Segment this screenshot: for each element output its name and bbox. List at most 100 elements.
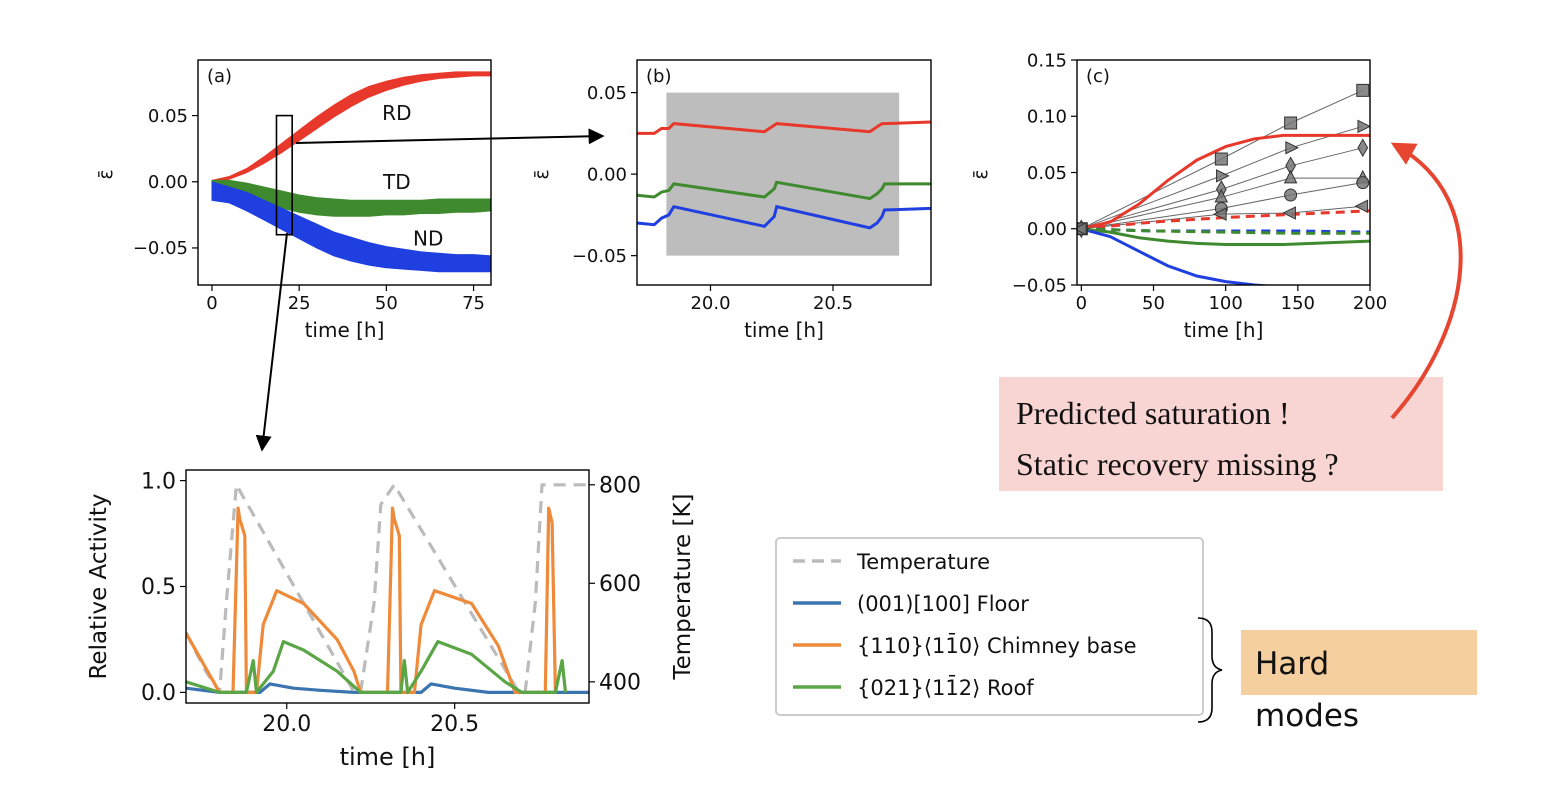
x-tick-label-c: 0 (1076, 293, 1087, 314)
experiment-marker-tri-left (1354, 199, 1369, 214)
y-tick-label-c: 0.15 (1027, 50, 1067, 71)
experiment-marker-tri-left (1077, 221, 1087, 236)
experiment-marker-circle (1284, 188, 1298, 202)
zoom-window-box (275, 114, 293, 236)
experiment-line-tri-right (1081, 125, 1363, 230)
plot-area-c (1077, 83, 1370, 285)
y-axis-label-a: ε̄ (95, 169, 117, 179)
y-tick-label-b: 0.00 (587, 164, 627, 185)
experiment-marker-square (1356, 83, 1370, 97)
experiment-marker-square (1284, 116, 1298, 130)
y2-tick-label-d: 600 (599, 572, 641, 597)
activity-line-chimney (186, 506, 557, 694)
legend-frame (775, 537, 1204, 716)
y-tick-label-d: 0.0 (141, 681, 176, 706)
saturation-note-line2: Static recovery missing ? (1016, 446, 1339, 482)
x-tick-label-b: 20.5 (813, 293, 853, 314)
plot-frame-a (197, 59, 492, 286)
hard-modes-line1: Hard (1255, 646, 1329, 682)
x-tick-label-c: 50 (1142, 293, 1165, 314)
x-tick-label-c: 200 (1353, 293, 1387, 314)
y-tick-label-c: 0.00 (1027, 219, 1067, 240)
legend-label-chimney: {110}⟨11̄0⟩ Chimney base (857, 633, 1137, 658)
activity-legend: Temperature (001)[100] Floor {110}⟨11̄0⟩ C… (775, 537, 1204, 716)
y-tick-label-b: −0.05 (572, 246, 627, 267)
panel-activity-chart: 20.0 20.5 0.0 0.5 1.0 time [h] 400 600 800 Relati… (86, 469, 696, 771)
experiment-marker-tri-right (1216, 169, 1230, 183)
x-axis-label-a: time [h] (305, 318, 385, 342)
saturation-note-box (999, 377, 1443, 491)
y2-axis-label-d: Temperature [K] (670, 493, 696, 680)
plot-frame-b (636, 59, 932, 286)
legend-label-floor: (001)[100] Floor (857, 592, 1029, 616)
x-tick-label-a: 75 (462, 293, 485, 314)
x-tick-label-d: 20.5 (430, 712, 479, 737)
experiment-marker-tri-right (1357, 119, 1370, 134)
line-nd-simulation (1080, 227, 1270, 285)
experiment-line-tri-left (1081, 205, 1363, 230)
zoom-arrow-to-b (295, 128, 605, 145)
x-axis-label-d: time [h] (340, 743, 436, 771)
y-tick-label-c: 0.10 (1027, 107, 1067, 128)
panel-b-chart: 20.0 20.5 −0.05 0.00 0.05 time [h] (b) ε̄ (531, 59, 932, 342)
experiment-marker-circle (1356, 176, 1370, 190)
activity-line-roof (186, 640, 568, 694)
line-nd-dashed (1081, 227, 1370, 234)
x-axis-label-b: time [h] (744, 318, 824, 342)
line-td-dashed (1081, 227, 1370, 235)
band-td (211, 179, 491, 217)
y-tick-label-c: −0.05 (1012, 275, 1067, 296)
hard-modes-brace (1197, 617, 1223, 723)
experiment-marker-triangle (1283, 169, 1298, 184)
experiment-line-triangle (1081, 177, 1363, 230)
panel-label-c: (c) (1086, 66, 1110, 87)
legend-label-roof: {021}⟨11̄2⟩ Roof (857, 675, 1034, 700)
experiment-marker-tri-left (1282, 206, 1296, 220)
experiment-marker-diamond (1357, 138, 1369, 158)
y-tick-label-c: 0.05 (1027, 163, 1067, 184)
shaded-region-b (666, 92, 900, 256)
activity-line-temp (186, 483, 589, 694)
activity-line-floor (186, 682, 589, 694)
x-tick-label-a: 0 (206, 293, 217, 314)
plot-area-d (186, 483, 589, 694)
saturation-arrow (1390, 142, 1463, 420)
line-rd-simulation (1080, 133, 1370, 231)
y-tick-label-a: 0.00 (148, 172, 188, 193)
panel-label-a: (a) (207, 66, 232, 87)
x-tick-label-a: 50 (375, 293, 398, 314)
y-tick-label-d: 0.5 (141, 575, 176, 600)
hard-modes-box (1241, 630, 1477, 695)
x-tick-label-c: 100 (1208, 293, 1242, 314)
panel-label-b: (b) (646, 66, 671, 87)
y-tick-label-b: 0.05 (587, 83, 627, 104)
curve-label-rd: RD (382, 101, 411, 125)
y2-tick-label-d: 800 (599, 473, 641, 498)
x-tick-label-a: 25 (288, 293, 311, 314)
experiment-line-diamond (1081, 147, 1363, 230)
experiment-line-circle (1081, 182, 1363, 230)
y-tick-label-a: 0.05 (148, 106, 188, 127)
legend-label-temp: Temperature (856, 550, 990, 574)
line-rd (637, 120, 932, 135)
zoom-arrow-to-activity (255, 232, 288, 452)
line-td-simulation (1081, 227, 1370, 246)
x-tick-label-c: 150 (1281, 293, 1315, 314)
experiment-marker-tri-right (1285, 140, 1299, 155)
x-axis-label-c: time [h] (1184, 318, 1264, 342)
y-tick-label-d: 1.0 (141, 469, 176, 494)
x-tick-label-b: 20.0 (690, 293, 730, 314)
hard-modes-line2: modes (1255, 698, 1359, 734)
y-axis-label-c: ε̄ (970, 169, 992, 179)
experiment-marker-square (1214, 152, 1228, 166)
panel-a-chart: RD TD ND 0 25 50 75 −0.05 0.00 0.05 time [h] (a) ε̄ (95, 59, 492, 342)
line-nd (636, 204, 932, 230)
y-axis-label-d: Relative Activity (86, 493, 112, 679)
y-axis-label-b: ε̄ (531, 169, 553, 179)
y-tick-label-a: −0.05 (133, 238, 188, 259)
band-nd (211, 181, 491, 273)
y2-tick-label-d: 400 (599, 671, 641, 696)
line-td (636, 180, 931, 201)
plot-frame-c (1076, 59, 1371, 286)
